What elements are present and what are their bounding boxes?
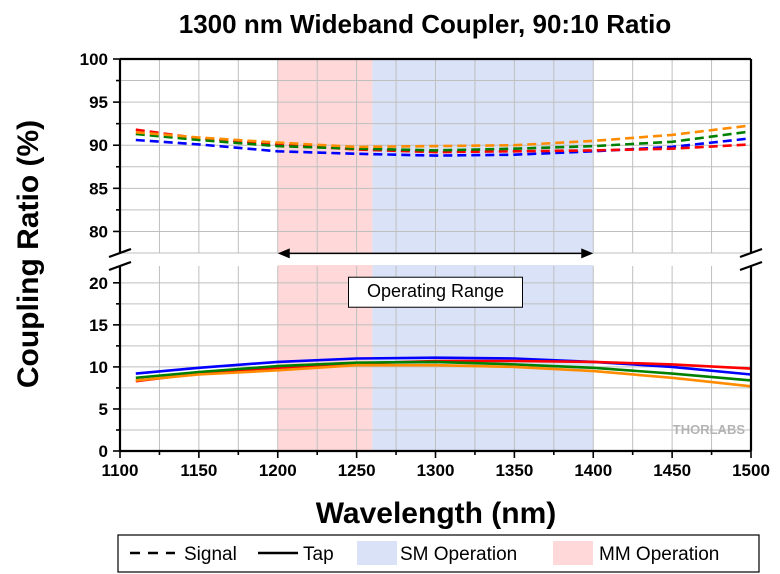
y-tick-label-lower: 0 bbox=[99, 442, 108, 461]
tap-series-line-4 bbox=[135, 363, 752, 388]
x-tick-label: 1100 bbox=[102, 461, 139, 480]
y-tick-label-lower: 10 bbox=[89, 358, 108, 377]
legend-mm-label: MM Operation bbox=[599, 544, 719, 565]
legend-box bbox=[117, 534, 760, 573]
signal-series-line-3 bbox=[135, 130, 752, 152]
y-tick-label-upper: 85 bbox=[89, 179, 108, 198]
arrow-head-right bbox=[581, 248, 594, 259]
watermark-logo: THORLABS bbox=[673, 422, 746, 437]
annotation-box bbox=[348, 276, 523, 308]
break-mark-right bbox=[739, 260, 763, 272]
break-mark-left bbox=[108, 260, 132, 272]
operating-range-annotation: Operating Range bbox=[348, 276, 523, 308]
annotation-text: Operating Range bbox=[367, 281, 504, 301]
signal-series-line-4 bbox=[135, 124, 752, 149]
y-tick-label-upper: 90 bbox=[89, 136, 108, 155]
x-axis-title: Wavelength (nm) bbox=[316, 497, 557, 530]
legend: Signal Tap SM Operation MM Operation bbox=[117, 534, 760, 573]
legend-mm-swatch bbox=[553, 541, 593, 565]
legend-sm-label: SM Operation bbox=[400, 544, 517, 565]
break-mark-left bbox=[108, 247, 132, 259]
axis-ticks: 1100 1150 1200 1250 1300 1350 1400 1450 1500 80 85… bbox=[80, 50, 770, 480]
x-tick-label: 1300 bbox=[417, 461, 455, 480]
x-tick-label: 1500 bbox=[732, 461, 770, 480]
x-tick-label: 1200 bbox=[259, 461, 297, 480]
x-tick-label: 1450 bbox=[653, 461, 691, 480]
y-tick-label-upper: 80 bbox=[89, 222, 108, 241]
y-axis-title: Coupling Ratio (%) bbox=[12, 120, 45, 388]
data-series bbox=[135, 124, 752, 388]
y-tick-label-lower: 20 bbox=[89, 274, 108, 293]
legend-sm-swatch bbox=[357, 541, 397, 565]
arrow-head-left bbox=[277, 248, 290, 259]
break-band bbox=[121, 254, 750, 265]
tap-series-line-3 bbox=[135, 360, 752, 382]
y-tick-label-lower: 5 bbox=[99, 400, 108, 419]
x-tick-label: 1400 bbox=[574, 461, 612, 480]
x-tick-label: 1350 bbox=[495, 461, 533, 480]
grid-lines bbox=[120, 59, 751, 451]
operating-range-arrow bbox=[277, 248, 594, 259]
y-tick-label-upper: 100 bbox=[80, 50, 108, 69]
legend-tap-label: Tap bbox=[303, 544, 334, 565]
x-tick-label: 1150 bbox=[180, 461, 217, 480]
x-tick-label: 1250 bbox=[338, 461, 376, 480]
legend-signal-label: Signal bbox=[184, 544, 237, 565]
y-tick-label-upper: 95 bbox=[89, 93, 108, 112]
tap-series-line-1 bbox=[135, 356, 752, 376]
y-tick-label-lower: 15 bbox=[89, 316, 108, 335]
chart-title: 1300 nm Wideband Coupler, 90:10 Ratio bbox=[179, 9, 671, 39]
axis-break-marks bbox=[108, 247, 763, 272]
break-mark-right bbox=[739, 247, 763, 259]
